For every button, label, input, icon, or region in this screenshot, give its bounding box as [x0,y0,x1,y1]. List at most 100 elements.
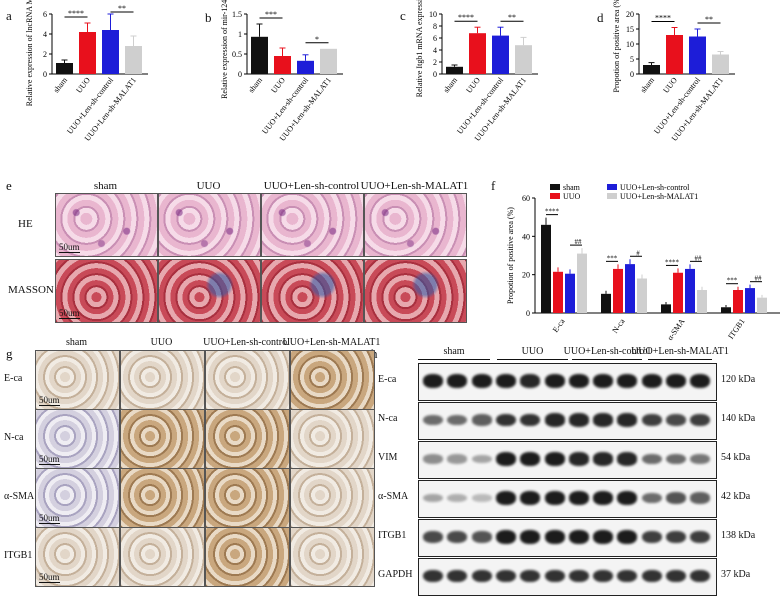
protein-band [690,530,711,544]
y-tick-label: 20 [626,10,634,19]
blot-row-label: α-SMA [378,491,409,502]
bar [577,253,587,313]
panel-a-letter: a [6,8,12,23]
x-tick-label: α-SMA [665,317,686,342]
molecular-weight-label: 140 kDa [721,413,756,424]
group-underline [418,359,490,360]
molecular-weight-label: 138 kDa [721,530,756,541]
x-tick-label: sham [52,75,70,94]
panel-e-col-label: UUO+Len-sh-control [263,180,360,192]
x-tick-label: UUO [74,76,92,95]
protein-band [447,493,468,503]
panel-h-col-label: sham [443,346,465,357]
bar [102,30,119,74]
legend-label: UUO+Len-sh-control [620,183,690,192]
protein-band [666,414,686,426]
protein-band [690,492,711,504]
chart-f: 0 20 40 60 Propotion of positive area (%) sha… [506,183,780,342]
bar [601,293,611,313]
protein-band [568,530,589,544]
ihc-image [290,527,375,587]
protein-band [520,374,541,388]
y-tick-label: 0.5 [232,50,242,59]
protein-band [690,569,711,583]
protein-band [423,454,443,464]
ihc-image [120,350,205,410]
protein-band [568,413,589,427]
bar [661,304,671,313]
ihc-image: 50um [35,468,120,528]
blot-row-label: ITGB1 [378,530,407,541]
protein-band [544,491,565,505]
protein-band [520,530,541,544]
protein-band [447,414,468,426]
ihc-image [205,409,290,469]
histology-image [261,193,364,257]
protein-band [423,531,443,543]
x-tick-label: N-ca [610,317,627,335]
protein-band [593,530,614,544]
protein-band [520,491,541,505]
y-tick-label: 4 [43,30,47,39]
protein-band [641,492,662,504]
panel-g-row-label: α-SMA [4,491,35,502]
bar [697,290,707,313]
bar [565,273,575,313]
sig-label: **** [665,258,680,266]
protein-band [641,530,662,544]
sig-label: ** [508,13,516,22]
sig-label: *** [607,254,618,262]
scale-bar: 50um [39,572,60,583]
blot-strip [418,402,717,440]
panel-e-col-label: UUO+Len-sh-MALAT1 [360,180,469,192]
ihc-image [205,527,290,587]
protein-band [641,374,662,388]
bar [757,297,767,313]
y-tick-label: 5 [630,55,634,64]
bar [125,46,142,74]
sig-label: **** [545,208,560,216]
sig-label: *** [727,277,738,285]
blot-strip [418,480,717,518]
blot-strip [418,558,717,596]
ihc-image: 50um [35,527,120,587]
blot-strip [418,519,717,557]
protein-band [617,491,638,505]
protein-band [617,569,638,583]
sig-label: ## [575,238,583,246]
protein-band [447,374,468,388]
sig-label: ** [705,15,713,24]
y-tick-label: 60 [522,194,530,203]
sig-label: * [315,35,319,44]
x-tick-label: UUO [269,76,287,95]
y-axis-label: Relative Itgb1 mRNA expression [415,0,424,97]
bar [637,278,647,313]
y-axis-label: Propotion of positive area (%) [612,0,621,92]
panel-h-col-label: UUO+Len-sh-control [563,346,651,357]
panel-e-letter: e [6,178,12,193]
protein-band [423,569,443,583]
molecular-weight-label: 54 kDa [721,452,751,463]
protein-band [423,493,443,503]
molecular-weight-label: 37 kDa [721,569,751,580]
panel-d-letter: d [597,10,604,25]
protein-band [641,413,662,427]
ihc-image [290,350,375,410]
protein-band [544,530,565,544]
protein-band [495,530,516,544]
molecular-weight-label: 120 kDa [721,374,756,385]
x-tick-label: E-ca [551,317,567,335]
panel-e-row-label: HE [18,218,33,230]
protein-band [690,453,711,465]
group-underline [572,359,642,360]
protein-band [520,569,541,583]
bar [56,63,73,74]
protein-band [495,569,516,583]
legend-swatch [607,184,617,190]
protein-band [447,569,468,583]
protein-band [593,569,614,583]
bar [297,60,314,74]
blot-row-label: VIM [378,452,398,463]
protein-band [593,413,614,427]
chart-a: 0 2 4 6 Relative expression of lncRNA Malat1… [25,0,148,143]
